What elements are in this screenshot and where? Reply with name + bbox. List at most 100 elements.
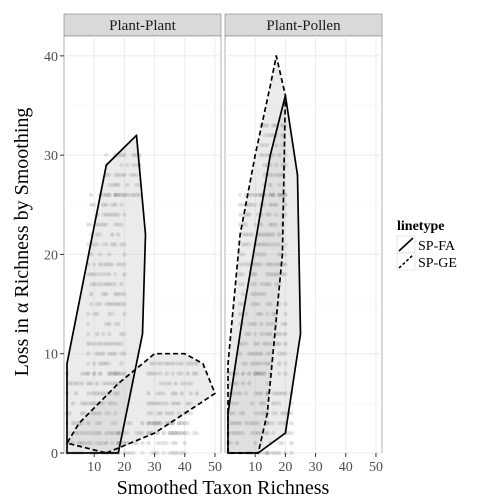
data-point	[234, 421, 240, 426]
data-point	[104, 341, 109, 346]
data-point	[152, 371, 157, 376]
data-point	[283, 212, 288, 217]
data-point	[149, 421, 154, 426]
data-point	[262, 331, 267, 337]
data-point	[277, 361, 282, 366]
data-point	[250, 272, 255, 277]
data-point	[161, 401, 166, 406]
data-point	[231, 411, 237, 416]
data-point	[73, 381, 79, 386]
data-point	[119, 331, 124, 337]
data-point	[158, 391, 163, 396]
data-point	[173, 430, 178, 436]
y-axis-title: Loss in α Richness by Smoothing	[11, 108, 33, 377]
data-point	[101, 391, 106, 396]
data-point	[116, 291, 121, 297]
data-point	[89, 282, 94, 287]
data-point	[92, 202, 97, 207]
data-point	[182, 440, 187, 446]
data-point	[101, 351, 106, 356]
data-point	[256, 341, 261, 346]
data-point	[179, 381, 184, 386]
data-point	[179, 430, 184, 436]
data-point	[107, 172, 112, 178]
data-point	[125, 162, 130, 168]
data-point	[104, 192, 109, 198]
data-point	[271, 202, 276, 207]
data-point	[82, 371, 88, 376]
data-point	[271, 411, 276, 416]
data-point	[67, 411, 73, 416]
data-point	[107, 371, 112, 376]
data-point	[113, 202, 118, 207]
data-point	[119, 301, 124, 307]
data-point	[277, 391, 282, 396]
data-point	[158, 411, 163, 416]
data-point	[116, 212, 121, 217]
data-point	[116, 182, 121, 188]
data-point	[268, 450, 273, 456]
data-point	[271, 272, 276, 277]
data-point	[152, 421, 157, 426]
data-point	[167, 381, 172, 386]
hull-outline-sp-ge	[227, 55, 287, 454]
data-point	[274, 282, 279, 287]
data-point	[265, 391, 270, 396]
data-point	[194, 361, 199, 366]
data-point	[268, 133, 273, 138]
data-point	[259, 192, 264, 198]
data-point	[86, 351, 91, 356]
data-point	[253, 371, 258, 376]
data-point	[185, 401, 190, 406]
data-point	[271, 401, 276, 406]
data-point	[107, 192, 112, 198]
data-point	[104, 222, 109, 227]
data-point	[277, 440, 282, 446]
data-point	[228, 371, 234, 376]
data-point	[92, 272, 97, 277]
data-point	[247, 351, 252, 356]
data-point	[237, 272, 243, 277]
data-point	[259, 311, 264, 317]
data-point	[280, 440, 285, 446]
data-point	[253, 282, 258, 287]
data-point	[101, 381, 106, 386]
legend-label-sp-ge: SP-GE	[418, 256, 457, 271]
data-point	[92, 401, 97, 406]
data-point	[95, 351, 100, 356]
data-point	[116, 232, 121, 237]
data-point	[225, 371, 231, 376]
data-point	[240, 242, 246, 247]
data-point	[256, 262, 261, 267]
data-point	[262, 361, 267, 366]
data-point	[280, 351, 285, 356]
data-point	[253, 351, 258, 356]
data-point	[95, 222, 100, 227]
data-point	[271, 311, 276, 317]
data-point	[225, 381, 231, 386]
data-point	[277, 192, 282, 198]
data-point	[250, 291, 255, 297]
data-point	[137, 192, 142, 198]
data-point	[122, 152, 127, 158]
data-point	[271, 192, 276, 198]
data-point	[185, 361, 190, 366]
data-point	[265, 381, 270, 386]
data-point	[289, 430, 294, 436]
data-point	[240, 371, 246, 376]
data-point	[98, 371, 103, 376]
data-point	[240, 252, 246, 257]
data-point	[188, 361, 193, 366]
data-point	[110, 212, 115, 217]
data-point	[274, 202, 279, 207]
data-point	[277, 341, 282, 346]
data-point	[176, 411, 181, 416]
data-point	[271, 232, 276, 237]
data-point	[253, 331, 258, 337]
data-point	[95, 381, 100, 386]
data-point	[262, 242, 267, 247]
data-point	[259, 361, 264, 366]
x-tick-label-40: 40	[339, 460, 353, 475]
data-point	[268, 272, 273, 277]
x-tick-label-20: 20	[117, 460, 131, 475]
